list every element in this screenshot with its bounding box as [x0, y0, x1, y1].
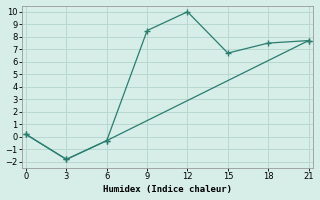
X-axis label: Humidex (Indice chaleur): Humidex (Indice chaleur)	[103, 185, 232, 194]
